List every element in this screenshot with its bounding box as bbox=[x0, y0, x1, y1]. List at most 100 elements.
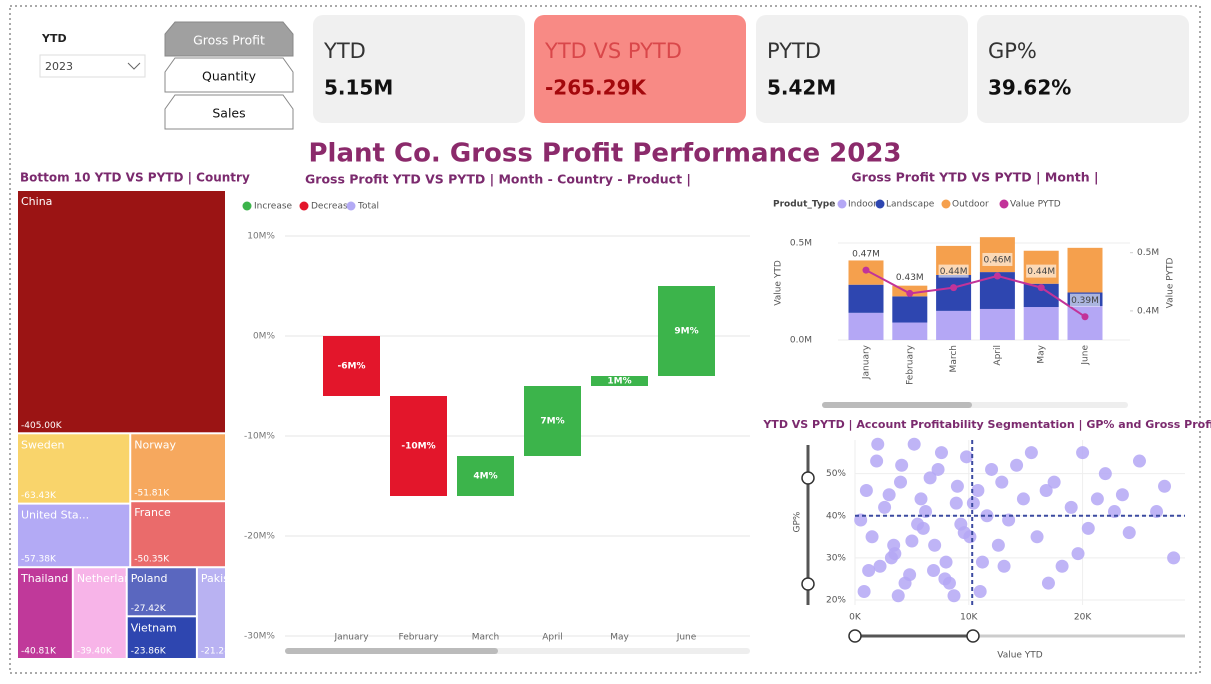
label-bg bbox=[894, 270, 925, 284]
legend-label: Indoor bbox=[848, 200, 877, 210]
slider-handle[interactable] bbox=[801, 471, 815, 485]
waterfall-bar bbox=[524, 386, 581, 456]
waterfall-bar bbox=[457, 456, 514, 496]
scatter-point bbox=[884, 551, 898, 565]
scrollbar-thumb[interactable] bbox=[822, 402, 972, 408]
scatter-point bbox=[963, 530, 977, 544]
kpi-card bbox=[756, 15, 968, 123]
page-border bbox=[9, 5, 1201, 674]
scatter-point bbox=[1041, 576, 1055, 590]
tile-label: Poland bbox=[131, 572, 168, 585]
scrollbar-thumb[interactable] bbox=[285, 648, 498, 654]
scatter-point bbox=[1055, 559, 1069, 573]
kpi-label: YTD bbox=[323, 39, 366, 63]
label-bg bbox=[938, 264, 969, 278]
scatter-point bbox=[1016, 492, 1030, 506]
legend-marker bbox=[299, 201, 309, 211]
y-tick-label: 0.5M bbox=[790, 238, 812, 248]
legend-marker bbox=[242, 201, 252, 211]
scatter-point bbox=[928, 538, 942, 552]
legend-marker bbox=[875, 199, 885, 209]
tile-label: United Sta... bbox=[21, 509, 89, 522]
x-tick-label: March bbox=[472, 633, 499, 643]
kpi-card bbox=[977, 15, 1189, 123]
legend-label: Total bbox=[357, 202, 379, 212]
data-label: 0.39M bbox=[1071, 296, 1099, 306]
stacked-bar bbox=[892, 322, 928, 340]
x-tick-label: February bbox=[399, 633, 440, 643]
label-bg bbox=[851, 247, 881, 261]
kpi-value: 5.15M bbox=[324, 76, 393, 100]
scatter-point bbox=[931, 462, 945, 476]
tile-label: China bbox=[21, 195, 52, 208]
scatter-point bbox=[1098, 467, 1112, 481]
legend-label: Outdoor bbox=[952, 200, 989, 210]
y-tick-label: 30% bbox=[826, 553, 846, 563]
stacked-bar bbox=[1067, 306, 1103, 340]
scatter-point bbox=[895, 458, 909, 472]
scatter-point bbox=[1132, 454, 1146, 468]
kpi-value: -265.29K bbox=[545, 76, 647, 100]
kpi-card bbox=[534, 15, 746, 123]
y-tick-label: -10M% bbox=[244, 432, 275, 442]
x-tick-label: March bbox=[949, 345, 959, 372]
scatter-point bbox=[975, 555, 989, 569]
slicer-dropdown[interactable] bbox=[39, 54, 146, 78]
y2-axis-title: Value PYTD bbox=[1166, 258, 1176, 309]
slicer-value: 2023 bbox=[45, 60, 73, 73]
scatter-point bbox=[934, 446, 948, 460]
scatter-point bbox=[1076, 446, 1090, 460]
legend-label: Value PYTD bbox=[1010, 200, 1061, 210]
scatter-point bbox=[995, 475, 1009, 489]
scatter-point bbox=[1122, 526, 1136, 540]
tile-label: Norway bbox=[134, 438, 176, 451]
legend-title: Produt_Type bbox=[773, 200, 835, 210]
treemap-tile bbox=[127, 617, 196, 658]
tile-value: -39.40K bbox=[77, 647, 113, 657]
treemap-tile bbox=[127, 568, 196, 616]
scatter-point bbox=[1090, 492, 1104, 506]
slider-handle[interactable] bbox=[848, 629, 862, 643]
scatter-point bbox=[923, 471, 937, 485]
slider-handle[interactable] bbox=[801, 577, 815, 591]
scatter-point bbox=[905, 534, 919, 548]
treemap-tile bbox=[18, 434, 130, 503]
treemap-tile bbox=[131, 502, 225, 567]
y2-tick-label: 0.4M bbox=[1137, 306, 1159, 316]
tile-label: Vietnam bbox=[131, 621, 177, 634]
data-label: 0.46M bbox=[983, 255, 1011, 265]
x-tick-label: April bbox=[993, 345, 1003, 366]
kpi-card bbox=[313, 15, 525, 123]
treemap-tile bbox=[18, 191, 225, 433]
nav-button[interactable] bbox=[164, 57, 294, 93]
waterfall-bar bbox=[323, 336, 380, 396]
scatter-point bbox=[1071, 547, 1085, 561]
kpi-label: YTD VS PYTD bbox=[544, 39, 682, 63]
x-tick-label: May bbox=[610, 633, 629, 643]
label-bg bbox=[1026, 264, 1057, 278]
slicer-label: YTD bbox=[41, 32, 67, 45]
scatter-point bbox=[916, 521, 930, 535]
line-series bbox=[865, 269, 1086, 318]
data-label: 0.47M bbox=[852, 250, 880, 260]
slider-handle[interactable] bbox=[966, 629, 980, 643]
nav-button[interactable] bbox=[164, 21, 294, 57]
scatter-point bbox=[1064, 500, 1078, 514]
stacked-bar bbox=[936, 310, 972, 340]
nav-button[interactable] bbox=[164, 94, 294, 130]
stacked-bar bbox=[1023, 283, 1059, 308]
y-tick-label: 20% bbox=[826, 595, 846, 605]
chart-title: Gross Profit YTD VS PYTD | Month - Count… bbox=[305, 172, 691, 187]
scatter-point bbox=[938, 572, 952, 586]
scatter-point bbox=[1158, 479, 1172, 493]
scatter-point bbox=[914, 492, 928, 506]
scatter-point bbox=[857, 585, 871, 599]
nav-button-label: Gross Profit bbox=[193, 33, 265, 48]
scatter-point bbox=[894, 475, 908, 489]
y-tick-label: 50% bbox=[826, 469, 846, 479]
tile-value: -40.81K bbox=[21, 647, 57, 657]
stacked-bar bbox=[848, 284, 884, 313]
scatter-point bbox=[991, 538, 1005, 552]
